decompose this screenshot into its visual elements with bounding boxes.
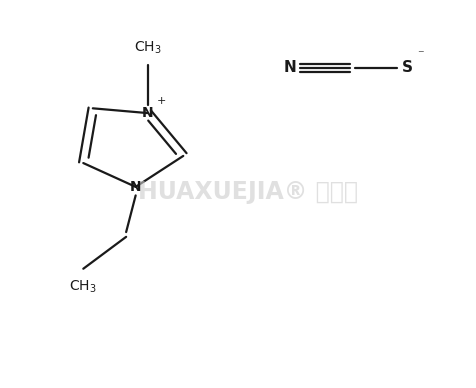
Text: N: N	[284, 61, 297, 75]
Text: HUAXUEJIA® 化学加: HUAXUEJIA® 化学加	[138, 180, 357, 204]
Text: N: N	[130, 180, 141, 194]
Text: ⁻: ⁻	[417, 48, 424, 61]
Text: +: +	[157, 96, 167, 106]
Text: CH$_3$: CH$_3$	[134, 40, 161, 56]
Text: N: N	[142, 106, 153, 120]
Text: S: S	[401, 61, 413, 75]
Text: CH$_3$: CH$_3$	[69, 278, 97, 294]
